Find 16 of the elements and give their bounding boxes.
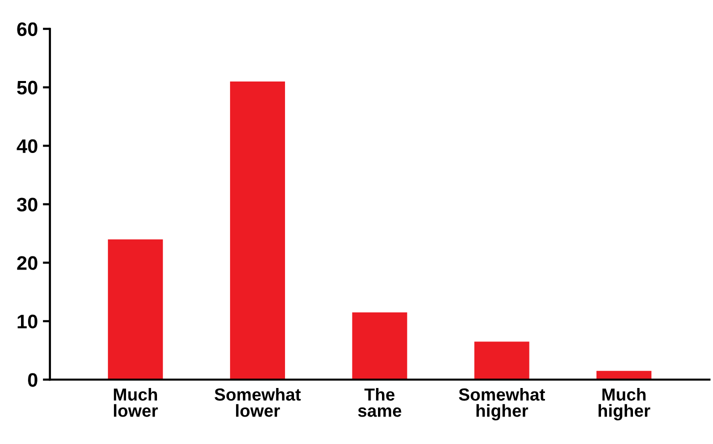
y-tick-label: 10 bbox=[18, 314, 38, 328]
y-tick-label: 50 bbox=[17, 80, 38, 95]
x-tick-label: The same bbox=[358, 388, 402, 417]
y-tick-label: 20 bbox=[17, 256, 38, 270]
x-tick-label: Somewhat lower bbox=[214, 388, 301, 417]
bar bbox=[230, 81, 286, 380]
x-tick-label: Much lower bbox=[114, 388, 158, 417]
x-tick-label: Much higher bbox=[598, 388, 650, 420]
y-tick-label: 0 bbox=[28, 373, 38, 387]
bar bbox=[352, 312, 408, 380]
y-tick-label: 30 bbox=[16, 198, 38, 212]
bar bbox=[474, 342, 530, 380]
bar bbox=[108, 239, 163, 380]
y-tick-label: 60 bbox=[17, 22, 38, 36]
y-tick-label: 40 bbox=[16, 139, 38, 154]
x-tick-label: Somewhat higher bbox=[458, 388, 546, 420]
